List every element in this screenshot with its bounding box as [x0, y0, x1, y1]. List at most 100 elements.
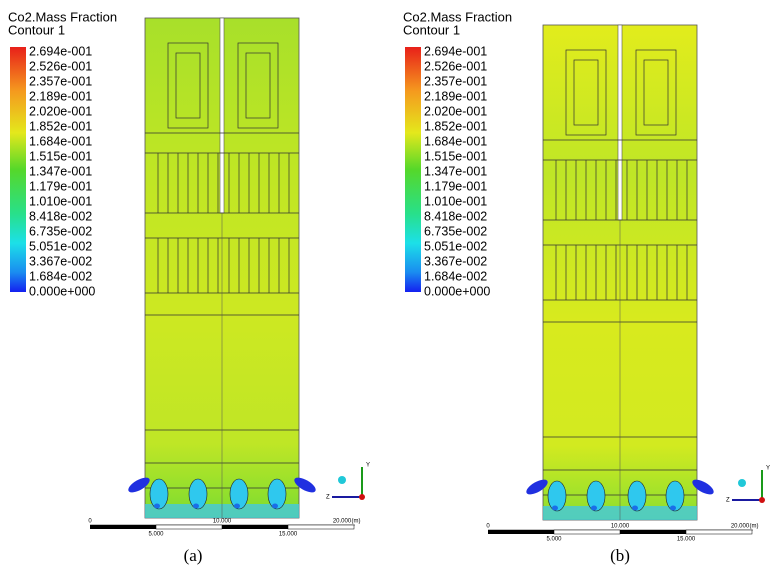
- legend-label: 2.526e-001: [29, 59, 92, 73]
- scale-black: [488, 530, 554, 534]
- legend-subtitle: Contour 1: [403, 22, 460, 37]
- legend-subtitle: Contour 1: [8, 22, 65, 37]
- plume: [149, 478, 169, 510]
- legend-label: 1.179e-001: [29, 179, 92, 193]
- scale-label: 5.000: [546, 537, 562, 543]
- plume: [586, 480, 606, 512]
- axis-y-label: Y: [366, 463, 370, 469]
- legend-label: 2.020e-001: [424, 104, 487, 118]
- legend-label: 5.051e-002: [424, 239, 487, 253]
- scale-label: 10.000: [611, 524, 630, 530]
- nozzle: [234, 503, 240, 509]
- box-inner: [573, 59, 599, 126]
- scale-label: (m): [750, 524, 759, 530]
- plume: [627, 480, 647, 512]
- nozzle: [552, 505, 558, 511]
- legend-label: 2.357e-001: [424, 74, 487, 88]
- view-sphere: [738, 479, 746, 487]
- scale-label: 15.000: [279, 532, 298, 538]
- scale-white: [155, 524, 223, 530]
- plume: [547, 480, 567, 512]
- box-outer: [237, 42, 279, 129]
- scale-black: [620, 530, 686, 534]
- box-inner: [643, 59, 669, 126]
- scale-white: [287, 524, 355, 530]
- axis-origin: [359, 494, 365, 500]
- jet: [294, 477, 316, 493]
- caption: (a): [184, 546, 203, 565]
- nozzle: [670, 505, 676, 511]
- scale-label: 0: [486, 524, 490, 530]
- legend-label: 1.347e-001: [29, 164, 92, 178]
- axis-z-label: Z: [326, 495, 330, 501]
- legend-label: 1.010e-001: [424, 194, 487, 208]
- legend-label: 1.010e-001: [29, 194, 92, 208]
- color-bar: [405, 47, 421, 292]
- color-bar: [10, 47, 26, 292]
- legend-label: 3.367e-002: [424, 254, 487, 268]
- legend-label: 2.694e-001: [29, 44, 92, 58]
- legend-label: 5.051e-002: [29, 239, 92, 253]
- scale-white: [685, 529, 753, 535]
- legend-label: 2.357e-001: [29, 74, 92, 88]
- scale-black: [90, 525, 156, 529]
- legend-label: 1.684e-001: [29, 134, 92, 148]
- legend-label: 1.684e-001: [424, 134, 487, 148]
- scale-label: 0: [88, 519, 92, 525]
- nozzle: [154, 503, 160, 509]
- scale-label: 10.000: [213, 519, 232, 525]
- box-inner: [175, 52, 201, 119]
- caption: (b): [610, 546, 630, 565]
- legend-label: 8.418e-002: [424, 209, 487, 223]
- legend-label: 6.735e-002: [424, 224, 487, 238]
- scale-label: 15.000: [677, 537, 696, 543]
- nozzle: [591, 505, 597, 511]
- jet: [128, 477, 150, 493]
- box-outer: [167, 42, 209, 129]
- legend-label: 1.179e-001: [424, 179, 487, 193]
- plume: [229, 478, 249, 510]
- nozzle: [272, 503, 278, 509]
- box-outer: [565, 49, 607, 136]
- scale-white: [553, 529, 621, 535]
- legend-label: 1.684e-002: [424, 269, 487, 283]
- legend-label: 0.000e+000: [424, 284, 490, 298]
- legend-label: 2.020e-001: [29, 104, 92, 118]
- box-inner: [245, 52, 271, 119]
- axis-z-label: Z: [726, 498, 730, 504]
- legend-label: 6.735e-002: [29, 224, 92, 238]
- legend-label: 2.189e-001: [29, 89, 92, 103]
- legend-title: Co2.Mass Fraction: [403, 9, 512, 24]
- scale-label: 5.000: [148, 532, 164, 538]
- plume: [665, 480, 685, 512]
- scale-label: 20.000: [333, 519, 352, 525]
- legend-label: 2.694e-001: [424, 44, 487, 58]
- legend-label: 1.515e-001: [29, 149, 92, 163]
- scale-label: (m): [352, 519, 361, 525]
- legend-label: 2.189e-001: [424, 89, 487, 103]
- legend-label: 1.684e-002: [29, 269, 92, 283]
- legend-label: 1.852e-001: [29, 119, 92, 133]
- view-sphere: [338, 476, 346, 484]
- jet: [692, 479, 714, 495]
- plume: [267, 478, 287, 510]
- legend-label: 8.418e-002: [29, 209, 92, 223]
- scale-label: 20.000: [731, 524, 750, 530]
- scale-black: [222, 525, 288, 529]
- splitter: [219, 17, 225, 214]
- legend-label: 1.852e-001: [424, 119, 487, 133]
- legend-label: 1.347e-001: [424, 164, 487, 178]
- box-outer: [635, 49, 677, 136]
- axis-origin: [759, 497, 765, 503]
- axis-y-label: Y: [766, 466, 770, 472]
- jet: [526, 479, 548, 495]
- splitter: [617, 24, 623, 221]
- legend-title: Co2.Mass Fraction: [8, 9, 117, 24]
- legend-label: 1.515e-001: [424, 149, 487, 163]
- legend-label: 3.367e-002: [29, 254, 92, 268]
- nozzle: [632, 505, 638, 511]
- nozzle: [193, 503, 199, 509]
- legend-label: 0.000e+000: [29, 284, 95, 298]
- plume: [188, 478, 208, 510]
